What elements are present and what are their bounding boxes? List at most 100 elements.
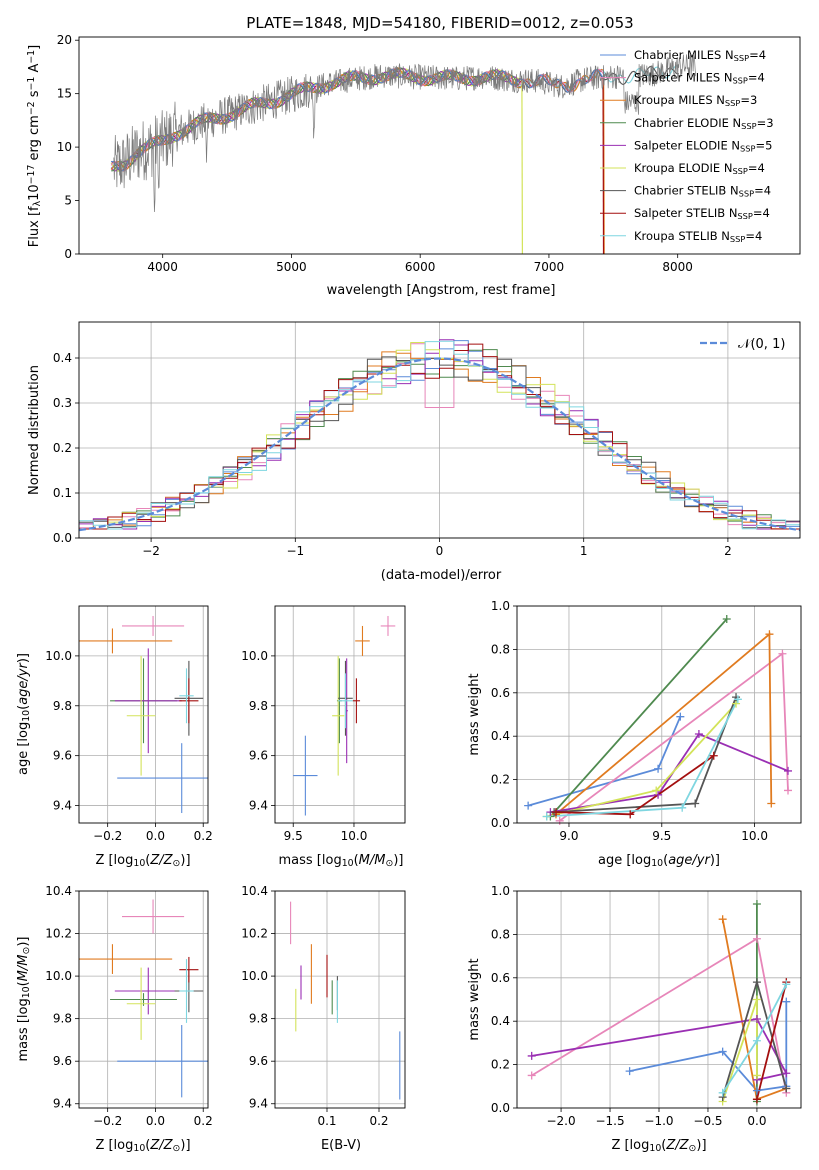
plot-area [79, 322, 800, 538]
weight-series-line [531, 1018, 788, 1081]
tick-label-y: 9.4 [53, 1097, 72, 1111]
plus-marker [752, 1086, 761, 1095]
plus-marker [718, 915, 727, 924]
tick-label-x: 6000 [405, 260, 436, 274]
plus-marker [752, 934, 761, 943]
tick-label-y: 0.0 [491, 1101, 510, 1115]
plus-marker [722, 615, 731, 624]
tick-label-x: 0.0 [146, 1114, 165, 1128]
plus-marker [625, 1067, 634, 1076]
plus-marker [654, 764, 663, 773]
legend-entry: Chabrier STELIB NSSP=4 [634, 184, 771, 199]
tick-label-x: −2 [142, 544, 160, 558]
figure-title: PLATE=1848, MJD=54180, FIBERID=0012, z=0… [246, 14, 633, 32]
x-axis-label: (data-model)/error [381, 568, 502, 583]
legend-entry: Salpeter STELIB NSSP=4 [634, 206, 770, 221]
tick-label-x: −0.5 [693, 1114, 722, 1128]
tick-label-x: −1 [286, 544, 304, 558]
tick-label-x: −1.0 [644, 1114, 673, 1128]
tick-label-y: 9.8 [249, 699, 268, 713]
plus-marker [694, 730, 703, 739]
tick-label-y: 9.8 [53, 1012, 72, 1026]
plus-marker [782, 1084, 791, 1093]
fit-drop-line [521, 80, 524, 254]
plot-area [110, 54, 697, 254]
tick-label-x: 0.2 [194, 829, 213, 843]
tick-label-x: 4000 [147, 260, 178, 274]
tick-label-y: 9.4 [249, 799, 268, 813]
x-axis-label: mass [log10(M/M⊙)] [279, 853, 404, 869]
tick-label-x: 0.2 [369, 1114, 388, 1128]
axes-frame [78, 321, 801, 539]
plus-marker [551, 808, 560, 817]
plus-marker [752, 995, 761, 1004]
legend-entry: Salpeter ELODIE NSSP=5 [634, 138, 772, 153]
y-axis-label: mass weight [467, 673, 482, 755]
tick-label-x: 0.0 [747, 1114, 766, 1128]
tick-label-y: 20 [57, 33, 72, 47]
y-axis-label: Normed distribution [27, 365, 42, 495]
plus-marker [691, 799, 700, 808]
plus-marker [676, 712, 685, 721]
residual-histogram [79, 356, 800, 530]
tick-label-y: 0.8 [491, 927, 510, 941]
plus-marker [733, 695, 742, 704]
panel-weight-vs-age: 9.0 9.5 10.0 0.0 0.2 0.4 0.6 0.8 1.0 age [log10(a… [467, 599, 802, 869]
tick-label-y: 0.6 [491, 971, 510, 985]
tick-label-y: 1.0 [491, 884, 510, 898]
plot-area [79, 606, 208, 823]
data-spectrum-line [113, 54, 697, 213]
plus-marker [782, 980, 791, 989]
panel-age-vs-Z: −0.2 0.0 0.2 9.4 9.6 9.8 10.0 Z [log10(Z/Z⊙)] ag… [16, 605, 213, 869]
tick-label-x: 10.0 [741, 829, 768, 843]
tick-label-x: 7000 [534, 260, 565, 274]
plus-marker [765, 630, 774, 639]
tick-label-y: 9.4 [53, 799, 72, 813]
y-axis-label: mass [log10(M/M⊙)] [16, 937, 32, 1062]
plus-marker [626, 810, 635, 819]
axes-frame [78, 605, 209, 824]
tick-label-y: 0.4 [491, 1014, 510, 1028]
tick-label-y: 9.8 [249, 1012, 268, 1026]
tick-label-y: 9.6 [249, 749, 268, 763]
tick-label-y: 0.2 [491, 773, 510, 787]
tick-label-x: 0.1 [317, 1114, 336, 1128]
plus-marker [555, 816, 564, 825]
panel-residuals: −2 −1 0 1 2 0.0 0.1 0.2 0.3 0.4 𝒩(0, 1) (data-model… [27, 321, 801, 583]
tick-label-y: 0.0 [491, 816, 510, 830]
residual-histogram [79, 343, 800, 530]
axes-frame [274, 605, 406, 824]
plus-marker [527, 1071, 536, 1080]
tick-label-x: 10.0 [341, 829, 368, 843]
y-axis-label: mass weight [467, 958, 482, 1040]
tick-label-y: 0.4 [53, 351, 72, 365]
fit-drop-line [603, 77, 605, 254]
plus-marker [752, 1036, 761, 1045]
panel-mass-vs-Z: −0.2 0.0 0.2 9.4 9.6 9.8 10.0 10.2 10.4 Z [log10(… [16, 884, 213, 1154]
axes-frame [274, 890, 406, 1109]
tick-label-x: 1 [580, 544, 588, 558]
y-axis-label: age [log10(age/yr)] [16, 653, 32, 775]
plus-marker [718, 1047, 727, 1056]
legend: Chabrier MILES NSSP=4 Salpeter MILES NSSP… [600, 48, 774, 244]
tick-label-x: 9.5 [284, 829, 303, 843]
x-axis-label: age [log10(age/yr)] [598, 853, 720, 869]
tick-label-x: 2 [724, 544, 732, 558]
legend-entry: Kroupa MILES NSSP=3 [634, 93, 757, 108]
plot-area [275, 606, 405, 823]
tick-label-y: 9.4 [249, 1097, 268, 1111]
plus-marker [524, 801, 533, 810]
plus-marker [654, 790, 663, 799]
plus-marker [652, 786, 661, 795]
tick-label-y: 10.0 [241, 649, 268, 663]
tick-label-y: 5 [64, 194, 72, 208]
plus-marker [784, 786, 793, 795]
plus-marker [542, 812, 551, 821]
plus-marker [709, 751, 718, 760]
plus-marker [784, 766, 793, 775]
plus-marker [782, 997, 791, 1006]
tick-label-y: 10 [57, 140, 72, 154]
weight-series-line [549, 618, 728, 818]
plus-marker [752, 1015, 761, 1024]
